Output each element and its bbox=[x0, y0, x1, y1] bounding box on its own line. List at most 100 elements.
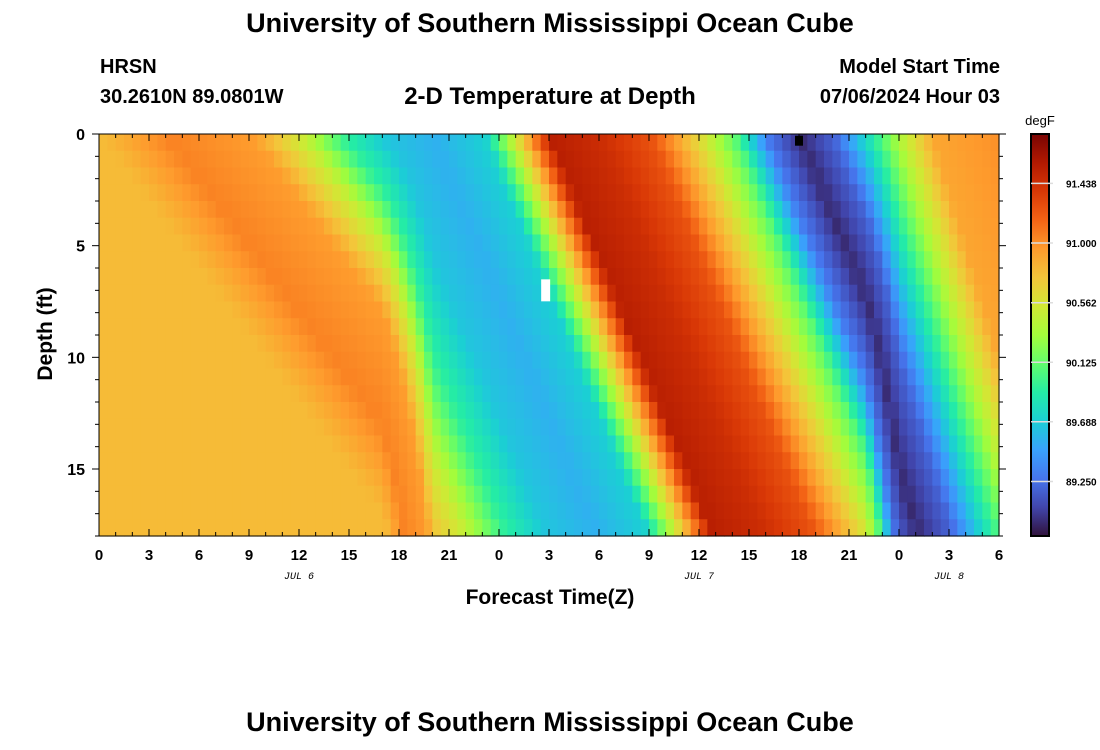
heatmap-cell bbox=[674, 485, 683, 504]
heatmap-cell bbox=[157, 385, 167, 403]
heatmap-cell bbox=[765, 217, 775, 236]
heatmap-cell bbox=[990, 150, 1000, 169]
heatmap-cell bbox=[132, 418, 142, 437]
heatmap-cell bbox=[665, 351, 675, 370]
heatmap-cell bbox=[515, 335, 525, 353]
heatmap-cell bbox=[149, 217, 158, 236]
heatmap-cell bbox=[965, 318, 975, 336]
heatmap-cell bbox=[915, 368, 925, 386]
heatmap-cell bbox=[182, 217, 192, 236]
heatmap-cell bbox=[390, 134, 400, 152]
heatmap-cell bbox=[974, 385, 983, 403]
heatmap-cell bbox=[607, 150, 617, 169]
heatmap-cell bbox=[774, 167, 783, 185]
heatmap-cell bbox=[140, 251, 150, 269]
heatmap-cell bbox=[524, 351, 533, 370]
heatmap-cell bbox=[574, 519, 583, 537]
heatmap-cell bbox=[99, 201, 108, 219]
heatmap-cell bbox=[340, 318, 350, 336]
heatmap-cell bbox=[732, 402, 742, 420]
heatmap-cell bbox=[649, 418, 658, 437]
heatmap-cell bbox=[399, 167, 408, 185]
heatmap-cell bbox=[615, 519, 625, 537]
heatmap-cell bbox=[607, 452, 617, 470]
heatmap-cell bbox=[840, 318, 850, 336]
heatmap-cell bbox=[149, 418, 158, 437]
heatmap-cell bbox=[432, 402, 442, 420]
heatmap-cell bbox=[207, 351, 217, 370]
heatmap-cell bbox=[574, 150, 583, 169]
heatmap-cell bbox=[457, 301, 467, 319]
heatmap-cell bbox=[524, 301, 533, 319]
heatmap-cell bbox=[190, 201, 200, 219]
heatmap-cell bbox=[749, 502, 758, 520]
heatmap-cell bbox=[349, 519, 358, 537]
heatmap-cell bbox=[190, 435, 200, 453]
heatmap-cell bbox=[840, 201, 850, 219]
heatmap-cell bbox=[565, 284, 575, 303]
heatmap-cell bbox=[815, 418, 825, 437]
heatmap-cell bbox=[132, 134, 142, 152]
heatmap-cell bbox=[340, 167, 350, 185]
heatmap-cell bbox=[674, 251, 683, 269]
heatmap-cell bbox=[165, 318, 175, 336]
heatmap-cell bbox=[374, 351, 383, 370]
heatmap-cell bbox=[482, 150, 492, 169]
heatmap-cell bbox=[399, 301, 408, 319]
heatmap-cell bbox=[832, 335, 842, 353]
heatmap-cell bbox=[774, 184, 783, 202]
heatmap-cell bbox=[149, 502, 158, 520]
heatmap-cell bbox=[340, 485, 350, 504]
heatmap-cell bbox=[232, 201, 242, 219]
heatmap-cell bbox=[649, 435, 658, 453]
heatmap-cell bbox=[482, 335, 492, 353]
heatmap-cell bbox=[407, 351, 417, 370]
heatmap-cell bbox=[815, 234, 825, 252]
heatmap-cell bbox=[640, 301, 650, 319]
heatmap-cell bbox=[682, 402, 692, 420]
heatmap-cell bbox=[974, 150, 983, 169]
heatmap-cell bbox=[707, 502, 717, 520]
heatmap-cell bbox=[982, 134, 992, 152]
heatmap-cell bbox=[990, 418, 1000, 437]
heatmap-cell bbox=[265, 368, 275, 386]
heatmap-cell bbox=[499, 435, 508, 453]
heatmap-cell bbox=[357, 184, 367, 202]
heatmap-cell bbox=[432, 368, 442, 386]
heatmap-cell bbox=[482, 385, 492, 403]
heatmap-cell bbox=[965, 519, 975, 537]
heatmap-cell bbox=[424, 485, 433, 504]
heatmap-cell bbox=[340, 418, 350, 437]
heatmap-cell bbox=[449, 251, 458, 269]
heatmap-cell bbox=[649, 184, 658, 202]
heatmap-cell bbox=[440, 134, 450, 152]
heatmap-cell bbox=[349, 368, 358, 386]
heatmap-cell bbox=[265, 284, 275, 303]
heatmap-cell bbox=[549, 150, 558, 169]
heatmap-cell bbox=[932, 502, 942, 520]
heatmap-cell bbox=[824, 217, 833, 236]
heatmap-cell bbox=[440, 167, 450, 185]
heatmap-cell bbox=[824, 368, 833, 386]
heatmap-cell bbox=[674, 519, 683, 537]
heatmap-cell bbox=[315, 385, 325, 403]
heatmap-cell bbox=[457, 452, 467, 470]
heatmap-cell bbox=[674, 335, 683, 353]
heatmap-cell bbox=[224, 284, 233, 303]
heatmap-cell bbox=[382, 335, 392, 353]
y-tick-label: 5 bbox=[76, 239, 85, 256]
heatmap-cell bbox=[149, 167, 158, 185]
heatmap-cell bbox=[899, 485, 908, 504]
heatmap-cell bbox=[882, 402, 892, 420]
heatmap-cell bbox=[324, 368, 333, 386]
heatmap-cell bbox=[307, 368, 317, 386]
x-tick-label: 3 bbox=[545, 547, 553, 564]
heatmap-cell bbox=[624, 435, 633, 453]
heatmap-cell bbox=[265, 201, 275, 219]
heatmap-cell bbox=[807, 485, 817, 504]
heatmap-cell bbox=[99, 351, 108, 370]
heatmap-cell bbox=[115, 351, 125, 370]
heatmap-cell bbox=[282, 402, 292, 420]
heatmap-cell bbox=[390, 385, 400, 403]
heatmap-cell bbox=[807, 519, 817, 537]
